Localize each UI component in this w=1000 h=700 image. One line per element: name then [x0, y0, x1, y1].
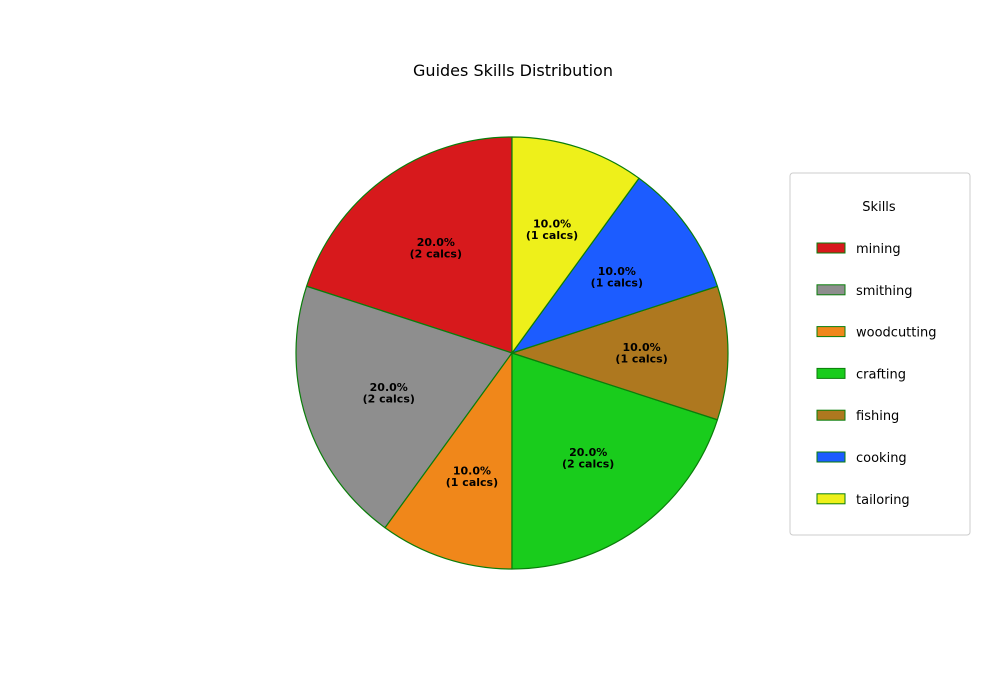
slice-label-tailoring: 10.0% (1 calcs) [526, 218, 578, 243]
legend-swatch-cooking [816, 451, 846, 463]
legend-title: Skills [862, 200, 896, 215]
legend-swatch-mining [816, 242, 846, 254]
slice-percent-label: 10.0% [453, 464, 491, 477]
slice-percent-label: 10.0% [623, 341, 661, 354]
legend-label-crafting: crafting [856, 367, 906, 382]
pie-slice-woodcutting [384, 352, 513, 570]
slice-count-label: (2 calcs) [410, 248, 462, 261]
slice-count-label: (1 calcs) [615, 353, 667, 366]
legend-swatch-tailoring [816, 493, 846, 505]
slice-count-label: (1 calcs) [446, 476, 498, 489]
pie-slice-cooking [511, 177, 719, 354]
legend-swatch-smithing [816, 284, 846, 296]
legend-label-tailoring: tailoring [856, 493, 910, 508]
pie-slice-crafting [511, 352, 719, 570]
slice-labels: 20.0% (2 calcs)20.0% (2 calcs)10.0% (1 calc… [363, 218, 668, 489]
legend-box [789, 172, 971, 536]
slice-label-fishing: 10.0% (1 calcs) [615, 341, 667, 366]
slice-label-mining: 20.0% (2 calcs) [410, 236, 462, 261]
legend-swatch-fishing [816, 409, 846, 421]
slice-count-label: (1 calcs) [526, 229, 578, 242]
chart-title: Guides Skills Distribution [413, 61, 613, 80]
slice-label-cooking: 10.0% (1 calcs) [591, 265, 643, 290]
legend-swatch-woodcutting [816, 326, 846, 338]
slice-label-woodcutting: 10.0% (1 calcs) [446, 464, 498, 489]
pie-slice-tailoring [511, 136, 640, 354]
slice-percent-label: 10.0% [598, 265, 636, 278]
legend-label-fishing: fishing [856, 409, 899, 424]
slice-percent-label: 20.0% [370, 381, 408, 394]
slice-label-smithing: 20.0% (2 calcs) [363, 381, 415, 406]
legend: Skills mining smithing woodcutting crafting… [789, 172, 971, 536]
pie-slice-fishing [511, 285, 729, 421]
legend-label-mining: mining [856, 242, 901, 257]
legend-label-smithing: smithing [856, 284, 913, 299]
legend-label-woodcutting: woodcutting [856, 326, 936, 341]
pie-slices [295, 136, 729, 570]
legend-label-cooking: cooking [856, 451, 907, 466]
slice-label-crafting: 20.0% (2 calcs) [562, 446, 614, 471]
slice-count-label: (2 calcs) [363, 393, 415, 406]
slice-percent-label: 20.0% [417, 236, 455, 249]
slice-percent-label: 20.0% [569, 446, 607, 459]
legend-swatch-crafting [816, 367, 846, 379]
pie-slice-smithing [295, 285, 513, 529]
pie-slice-mining [305, 136, 513, 354]
slice-count-label: (1 calcs) [591, 276, 643, 289]
slice-count-label: (2 calcs) [562, 457, 614, 470]
slice-percent-label: 10.0% [533, 218, 571, 231]
